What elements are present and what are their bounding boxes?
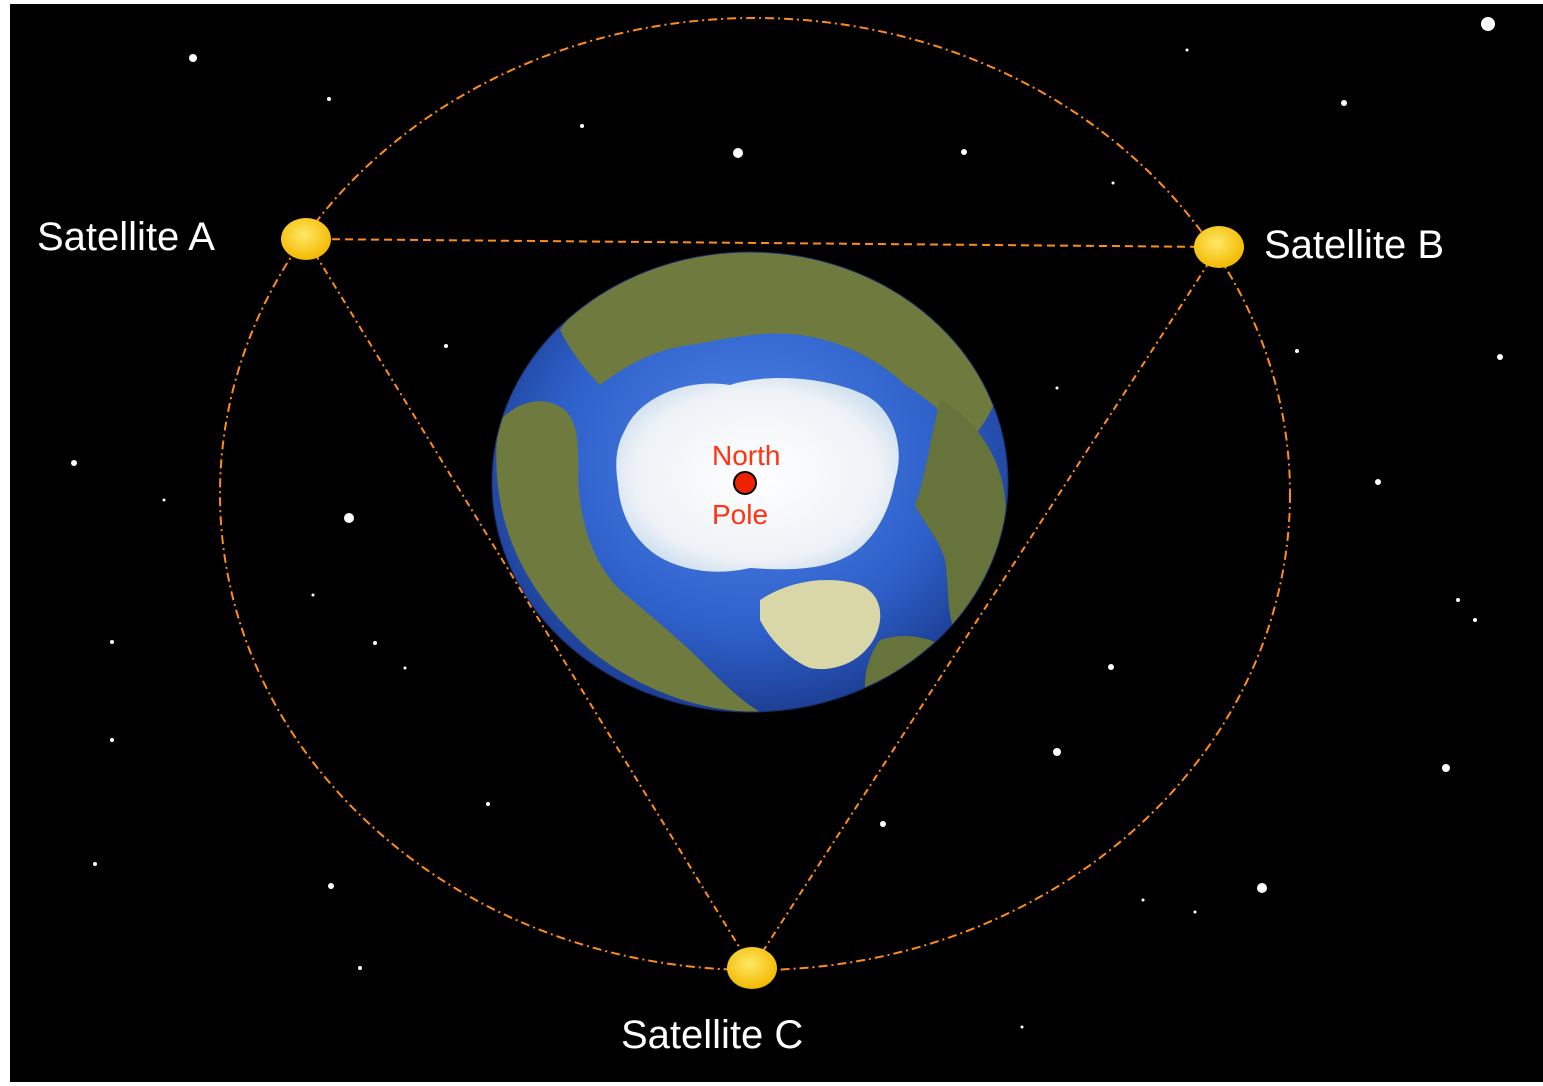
star bbox=[444, 344, 448, 348]
star bbox=[1497, 354, 1503, 360]
star bbox=[880, 821, 886, 827]
star bbox=[1295, 349, 1299, 353]
land-mass-left bbox=[496, 401, 760, 712]
star bbox=[580, 124, 584, 128]
star bbox=[110, 640, 114, 644]
star bbox=[1473, 618, 1477, 622]
land-mass-top bbox=[560, 252, 1003, 440]
star bbox=[1053, 748, 1061, 756]
star bbox=[311, 593, 315, 597]
star bbox=[344, 513, 354, 523]
north-pole-marker bbox=[733, 471, 757, 495]
star bbox=[1141, 898, 1145, 902]
link-a-b bbox=[305, 238, 1220, 248]
star bbox=[327, 97, 331, 101]
star bbox=[486, 802, 490, 806]
star bbox=[1257, 883, 1267, 893]
star bbox=[373, 641, 377, 645]
star bbox=[1055, 386, 1059, 390]
north-pole-label-line2: Pole bbox=[712, 499, 768, 530]
star bbox=[110, 738, 114, 742]
star bbox=[1456, 598, 1460, 602]
orbit-ring bbox=[219, 17, 1291, 971]
star bbox=[961, 149, 967, 155]
coverage-triangle bbox=[305, 238, 1220, 969]
star bbox=[733, 148, 743, 158]
satellite-c-label: Satellite C bbox=[621, 1013, 803, 1057]
satellite-c-marker bbox=[727, 947, 777, 989]
star bbox=[328, 883, 334, 889]
satellite-b-label: Satellite B bbox=[1264, 223, 1444, 267]
land-mass-bottom bbox=[864, 635, 955, 710]
satellite-a-label: Satellite A bbox=[37, 215, 215, 259]
star bbox=[1341, 100, 1347, 106]
star bbox=[189, 54, 197, 62]
star bbox=[1193, 910, 1197, 914]
north-pole-label-line1: North bbox=[712, 440, 780, 471]
satellite-b-marker bbox=[1194, 226, 1244, 268]
greenland bbox=[760, 580, 881, 670]
star bbox=[162, 498, 166, 502]
star bbox=[93, 862, 97, 866]
star bbox=[1442, 764, 1450, 772]
link-a-c bbox=[305, 238, 753, 969]
star-field bbox=[71, 17, 1503, 1029]
star bbox=[1108, 664, 1114, 670]
star bbox=[1375, 479, 1381, 485]
satellite-a-marker bbox=[281, 218, 331, 260]
star bbox=[1185, 48, 1189, 52]
star bbox=[1481, 17, 1495, 31]
star bbox=[71, 460, 77, 466]
star bbox=[1020, 1025, 1024, 1029]
arctic-ice-cap bbox=[616, 377, 899, 572]
link-b-c bbox=[751, 246, 1220, 969]
star bbox=[403, 666, 407, 670]
star bbox=[358, 966, 362, 970]
star bbox=[1111, 181, 1115, 185]
